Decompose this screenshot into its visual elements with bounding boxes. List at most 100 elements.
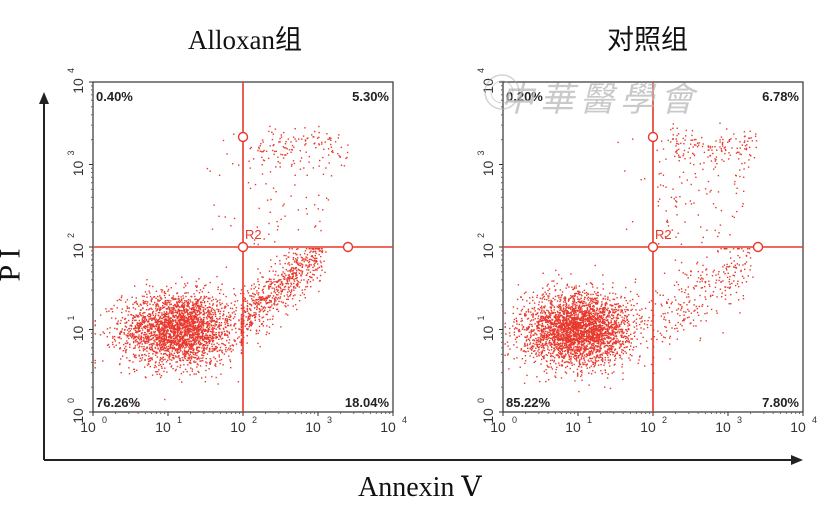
scatter-point [147,326,149,328]
scatter-point [240,292,242,295]
scatter-point [226,320,229,322]
scatter-point [269,211,271,213]
scatter-point [228,311,230,314]
scatter-point [183,321,185,323]
scatter-point [565,287,567,289]
scatter-point [249,324,251,327]
scatter-point [262,292,265,294]
scatter-point [151,358,153,361]
scatter-point [619,331,621,333]
scatter-point [295,266,297,269]
scatter-point [205,284,207,286]
scatter-point [144,340,147,343]
scatter-point [564,340,567,342]
scatter-point [126,357,128,359]
scatter-point [585,338,587,340]
scatter-point [186,304,189,307]
scatter-point [293,146,295,148]
y-tick-exponent: 0 [476,398,486,403]
scatter-point [202,355,205,357]
scatter-point [198,307,200,310]
scatter-point [176,301,178,303]
scatter-point [273,144,275,146]
scatter-point [148,338,150,340]
scatter-point [197,347,199,349]
scatter-point [190,348,193,350]
scatter-point [625,352,628,354]
scatter-point [151,297,153,299]
scatter-point [178,357,181,359]
scatter-point [600,359,603,361]
scatter-point [572,341,574,343]
scatter-point [157,318,160,321]
scatter-point [116,328,118,330]
scatter-point [592,315,595,317]
scatter-point [249,329,252,331]
scatter-point [176,332,179,334]
scatter-point [203,314,205,316]
scatter-point [292,295,295,297]
scatter-point [257,280,259,283]
scatter-point [584,325,586,327]
scatter-point [160,289,162,291]
scatter-point [124,325,127,327]
scatter-point [158,328,160,331]
scatter-point [244,285,246,287]
scatter-point [139,309,142,311]
scatter-point [196,363,199,365]
scatter-point [615,342,617,345]
scatter-point [560,299,562,301]
scatter-point [553,324,555,326]
scatter-point [211,350,213,352]
scatter-point [240,318,243,320]
scatter-point [137,337,140,340]
scatter-point [246,300,248,302]
scatter-point [163,347,165,350]
scatter-point [146,364,149,366]
scatter-point [253,283,255,285]
scatter-point [155,351,158,353]
scatter-point [274,284,276,286]
scatter-point [225,326,227,329]
scatter-point [192,349,194,352]
scatter-point [583,363,585,365]
scatter-point [206,325,209,327]
scatter-point [296,259,298,261]
scatter-point [111,308,113,310]
scatter-point [195,348,198,350]
scatter-point [313,143,315,145]
scatter-point [194,303,196,305]
scatter-point [258,329,261,332]
scatter-point [609,311,611,313]
scatter-point [184,325,186,328]
scatter-point [211,319,213,322]
scatter-point [574,340,576,342]
scatter-point [269,283,271,286]
scatter-point [221,337,224,340]
scatter-point [156,373,158,375]
scatter-point [165,301,167,304]
scatter-point [230,315,232,317]
flow-panel-alloxan: 10 0 10 1 10 2 10 3 10 4 10 0 10 1 10 2 10 3 10 4 R2 0.40% 5.3… [60,60,420,440]
scatter-point [163,319,166,321]
scatter-point [602,322,605,324]
scatter-point [208,324,210,326]
scatter-point [138,325,140,327]
scatter-point [163,334,165,337]
scatter-point [168,333,170,335]
scatter-point [194,298,196,301]
scatter-point [634,331,636,333]
scatter-point [137,336,139,338]
scatter-point [569,315,571,317]
scatter-point [125,322,128,324]
scatter-point [186,338,188,341]
scatter-point [202,352,204,354]
scatter-point [147,362,150,365]
scatter-point [137,326,139,328]
y-tick-exponent: 0 [66,398,76,403]
scatter-point [609,310,611,313]
scatter-point [596,342,598,344]
scatter-point [591,283,594,286]
scatter-point [616,341,618,343]
scatter-point [180,305,183,307]
